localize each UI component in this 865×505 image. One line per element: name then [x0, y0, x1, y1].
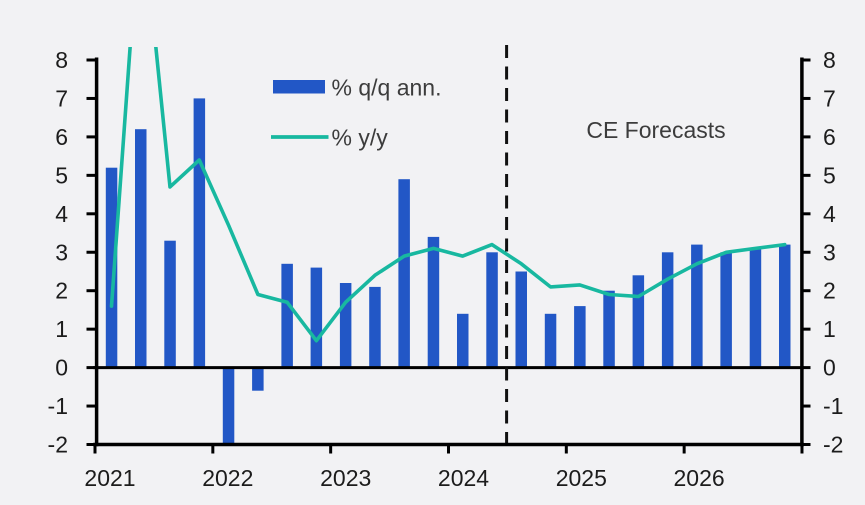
x-tick-label: 2023: [320, 465, 371, 491]
y-tick-label-right: 7: [823, 85, 836, 111]
bar: [749, 248, 762, 368]
y-tick-label-right: 1: [823, 316, 836, 342]
bar: [252, 367, 264, 391]
yy-line-group: [109, 47, 787, 343]
bar: [310, 267, 323, 368]
y-tick-label-right: 2: [823, 278, 836, 304]
bar: [544, 313, 557, 368]
bar: [720, 252, 732, 368]
x-tick-label: 2022: [202, 465, 253, 491]
bar: [486, 252, 498, 368]
y-tick-label-left: 1: [55, 316, 68, 342]
y-tick-label-left: -1: [48, 393, 68, 419]
y-tick-label-left: 5: [55, 162, 68, 188]
bar: [135, 129, 147, 368]
legend-line-label: % y/y: [332, 125, 389, 151]
y-tick-label-left: -2: [48, 432, 68, 458]
legend-bar-swatch: [273, 80, 325, 94]
y-tick-label-left: 6: [55, 124, 68, 150]
y-tick-label-right: -2: [823, 432, 843, 458]
x-tick-label: 2025: [556, 465, 607, 491]
x-tick-label: 2026: [674, 465, 725, 491]
bar: [369, 286, 381, 368]
y-tick-label-left: 7: [55, 85, 68, 111]
legend-bar-label: % q/q ann.: [332, 75, 442, 101]
bar: [339, 283, 352, 368]
bar: [779, 244, 791, 368]
x-tick-labels-group: 2021 2022 2023 2024 2025 2026: [84, 465, 724, 491]
bar: [691, 244, 703, 368]
x-ticks-group: [93, 444, 804, 454]
bar: [105, 167, 118, 368]
y-tick-label-right: -1: [823, 393, 843, 419]
y-tick-label-left: 4: [55, 201, 68, 227]
forecast-label: CE Forecasts: [586, 117, 725, 143]
y-tick-label-left: 2: [55, 278, 68, 304]
bar: [398, 179, 410, 368]
y-tick-label-right: 8: [823, 47, 836, 73]
y-tick-label-left: 3: [55, 239, 68, 265]
bar: [457, 313, 469, 368]
x-tick-label: 2021: [84, 465, 135, 491]
legend: % q/q ann. % y/y: [271, 75, 441, 151]
bar: [193, 98, 206, 368]
y-tick-label-left: 0: [55, 355, 68, 381]
bar: [603, 290, 615, 368]
bar: [281, 263, 293, 368]
x-tick-label: 2024: [438, 465, 489, 491]
y-tick-labels-group: 8 8 7 7 6 6 5 5 4 4 3 3 2 2 1 1 0 0 -1 -1 -2 -2: [48, 47, 844, 458]
y-tick-label-right: 4: [823, 201, 836, 227]
bars-group: [105, 98, 791, 445]
bar: [632, 275, 645, 368]
bar: [515, 271, 527, 368]
y-tick-label-right: 0: [823, 355, 836, 381]
y-tick-label-left: 8: [55, 47, 68, 73]
bar: [427, 236, 440, 368]
yy-line: [109, 47, 787, 343]
bar: [574, 306, 586, 368]
y-tick-label-right: 6: [823, 124, 836, 150]
bar: [164, 240, 176, 368]
bar: [222, 367, 235, 445]
y-tick-label-right: 3: [823, 239, 836, 265]
y-tick-label-right: 5: [823, 162, 836, 188]
bar: [661, 252, 674, 368]
